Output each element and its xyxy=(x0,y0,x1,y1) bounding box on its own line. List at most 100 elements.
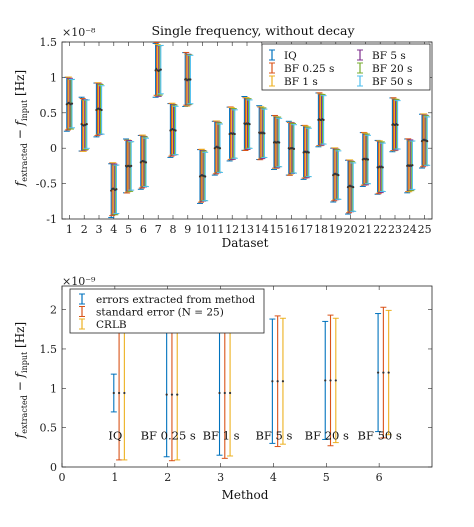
top-data-point xyxy=(322,118,325,121)
bottom-x-tick-label: 6 xyxy=(376,471,383,484)
bottom-x-tick-label: 5 xyxy=(323,471,330,484)
top-x-tick-label: 20 xyxy=(344,223,358,236)
top-x-axis-label: Dataset xyxy=(222,236,269,250)
bottom-x-tick-label: 3 xyxy=(217,471,224,484)
top-x-tick-label: 1 xyxy=(66,223,73,236)
top-x-tick-label: 15 xyxy=(270,223,284,236)
bottom-legend-label: errors extracted from method xyxy=(96,294,255,306)
top-series-bf-50-s xyxy=(68,44,431,214)
top-x-tick-label: 9 xyxy=(184,223,191,236)
top-legend-label: BF 5 s xyxy=(372,50,406,62)
bottom-data-point xyxy=(281,380,285,383)
top-x-tick-label: 12 xyxy=(225,223,239,236)
top-data-point xyxy=(366,158,370,161)
top-y-tick-label: 0 xyxy=(50,142,57,155)
top-chart: Single frequency, without decay ×10⁻⁸ fe… xyxy=(13,23,433,250)
top-data-point xyxy=(233,132,236,136)
top-x-tick-label: 16 xyxy=(284,223,298,236)
top-data-point xyxy=(144,161,148,164)
top-x-tick-label: 5 xyxy=(125,223,132,236)
top-y-tick-label: 0.5 xyxy=(40,107,58,120)
bottom-y-tick-label: 0.5 xyxy=(40,422,58,435)
top-y-tick-label: -0.5 xyxy=(36,178,57,191)
top-legend-label: BF 0.25 s xyxy=(284,63,334,75)
bottom-data-point xyxy=(117,391,121,395)
top-data-point xyxy=(130,164,133,167)
bottom-data-point xyxy=(376,371,380,374)
bottom-data-point xyxy=(387,371,390,374)
bottom-series-0 xyxy=(110,313,382,458)
bottom-y-axis-label: fextracted − finput [Hz] xyxy=(13,322,29,439)
top-x-tick-label: 17 xyxy=(299,223,313,236)
top-series-bf-1-s xyxy=(65,43,428,215)
bottom-data-point xyxy=(223,391,226,395)
bottom-data-point xyxy=(276,380,279,383)
top-data-point xyxy=(85,123,88,126)
top-x-tick-label: 10 xyxy=(196,223,210,236)
top-legend-label: IQ xyxy=(284,50,297,62)
top-data-point xyxy=(204,175,207,178)
bottom-y-tick-label: 1.5 xyxy=(40,343,58,356)
top-y-axis-label: fextracted − finput [Hz] xyxy=(13,70,29,187)
bottom-data-point xyxy=(218,391,221,395)
top-data-point xyxy=(352,186,355,189)
top-x-tick-label: 19 xyxy=(329,223,343,236)
top-x-tick-label: 24 xyxy=(403,223,417,236)
top-legend-box xyxy=(261,43,431,91)
bottom-series-1 xyxy=(116,306,387,462)
bottom-series-2 xyxy=(121,309,392,461)
top-data-point xyxy=(278,141,281,144)
bottom-y-tick-label: 0 xyxy=(50,461,57,474)
top-x-tick-label: 8 xyxy=(170,223,177,236)
bottom-data-point xyxy=(123,391,126,395)
top-x-tick-label: 23 xyxy=(388,223,402,236)
top-data-point xyxy=(307,151,310,154)
bottom-x-tick-label: 0 xyxy=(59,471,66,484)
top-series-bf-5-s xyxy=(66,45,429,216)
top-x-tick-label: 18 xyxy=(314,223,328,236)
top-x-tick-label: 13 xyxy=(240,223,254,236)
top-y-tick-label: 1.5 xyxy=(40,36,58,49)
bottom-data-point xyxy=(334,379,337,382)
top-legend-label: BF 1 s xyxy=(284,76,318,88)
top-data-point xyxy=(381,166,384,169)
bottom-data-point xyxy=(165,393,168,396)
top-x-tick-label: 4 xyxy=(110,223,117,236)
top-x-tick-label: 22 xyxy=(373,223,387,236)
top-legend-label: BF 50 s xyxy=(372,76,412,88)
top-data-point xyxy=(248,123,251,126)
bottom-data-point xyxy=(324,379,327,382)
bottom-method-annotation: IQ xyxy=(108,428,122,442)
bottom-plot-frame xyxy=(61,285,433,468)
bottom-x-tick-label: 4 xyxy=(270,471,277,484)
bottom-x-tick-label: 1 xyxy=(111,471,118,484)
top-x-tick-label: 2 xyxy=(81,223,88,236)
bottom-data-point xyxy=(382,371,385,374)
bottom-method-annotation: BF 5 s xyxy=(255,428,292,442)
bottom-y-exponent: ×10⁻⁹ xyxy=(62,275,96,288)
top-series-bf-20-s xyxy=(67,45,430,216)
top-y-exponent: ×10⁻⁸ xyxy=(62,26,96,39)
bottom-data-point xyxy=(271,380,274,383)
top-x-tick-label: 14 xyxy=(255,223,269,236)
bottom-data-point xyxy=(228,391,232,395)
top-data-point xyxy=(189,78,192,81)
bottom-data-point xyxy=(170,393,174,396)
top-x-tick-label: 3 xyxy=(96,223,103,236)
bottom-method-annotation: BF 50 s xyxy=(358,428,402,442)
bottom-legend-label: CRLB xyxy=(96,319,127,331)
top-data-point xyxy=(174,129,177,132)
bottom-y-tick-label: 2 xyxy=(50,304,57,317)
top-y-tick-label: 1 xyxy=(50,71,57,84)
bottom-y-tick-label: 1 xyxy=(50,382,57,395)
bottom-data-point xyxy=(329,379,332,382)
top-x-tick-label: 25 xyxy=(418,223,432,236)
bottom-chart: ×10⁻⁹ fextracted − finput [Hz] Method 00… xyxy=(13,275,433,502)
top-data-point xyxy=(411,164,414,167)
top-data-point xyxy=(337,174,340,177)
top-legend-label: BF 20 s xyxy=(372,63,412,75)
top-data-point xyxy=(70,102,74,105)
